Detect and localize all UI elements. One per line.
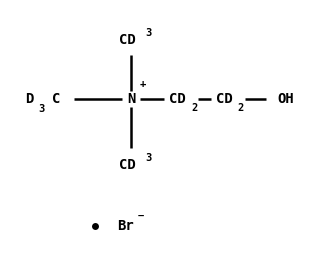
Text: Br: Br (117, 219, 134, 233)
Text: CD: CD (169, 91, 186, 105)
Text: +: + (140, 79, 146, 89)
Text: 2: 2 (238, 103, 244, 113)
Text: N: N (127, 91, 135, 105)
Text: CD: CD (119, 33, 136, 47)
Text: CD: CD (119, 158, 136, 172)
Text: 3: 3 (38, 104, 45, 114)
Text: CD: CD (216, 91, 233, 105)
Text: 2: 2 (191, 103, 197, 113)
Text: −: − (137, 211, 143, 221)
Text: C: C (52, 91, 60, 105)
Text: D: D (25, 91, 34, 105)
Text: 3: 3 (145, 28, 151, 38)
Text: OH: OH (278, 91, 295, 105)
Text: 3: 3 (145, 153, 151, 164)
